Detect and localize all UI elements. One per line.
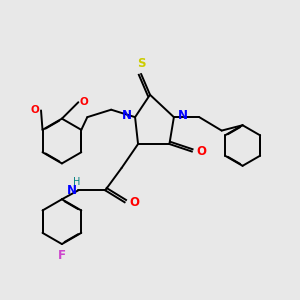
Text: N: N [122,109,131,122]
Text: O: O [129,196,139,209]
Text: H: H [73,177,80,187]
Text: N: N [67,184,77,197]
Text: O: O [196,145,206,158]
Text: S: S [137,57,145,70]
Text: F: F [58,248,66,262]
Text: O: O [31,105,40,116]
Text: O: O [80,97,88,107]
Text: N: N [178,109,188,122]
